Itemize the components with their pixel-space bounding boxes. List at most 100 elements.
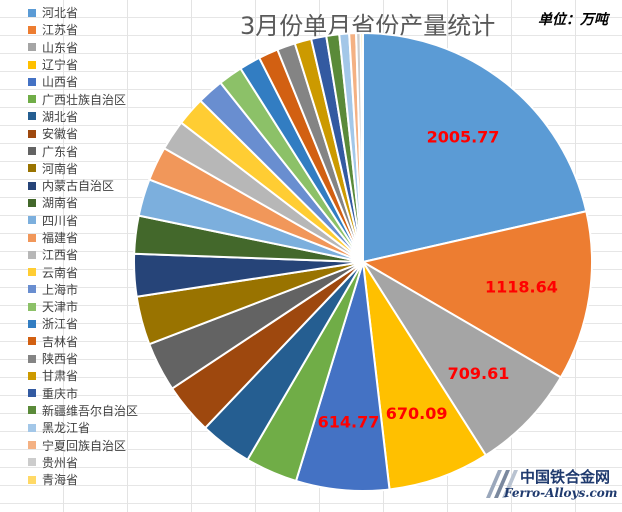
legend-label: 江苏省	[42, 23, 79, 38]
legend-swatch	[28, 475, 36, 484]
legend-item: 新疆维吾尔自治区	[28, 402, 138, 419]
data-label: 1118.64	[485, 277, 558, 296]
legend-swatch	[28, 43, 36, 52]
legend-swatch	[28, 25, 36, 34]
legend-label: 河南省	[42, 161, 79, 176]
data-label: 670.09	[386, 404, 448, 423]
legend-swatch	[28, 147, 36, 156]
legend-swatch	[28, 95, 36, 104]
legend-label: 湖南省	[42, 196, 79, 211]
legend-swatch	[28, 198, 36, 207]
legend-swatch	[28, 8, 36, 17]
legend-label: 山东省	[42, 40, 79, 55]
legend-item: 宁夏回族自治区	[28, 436, 138, 453]
legend-item: 江西省	[28, 246, 138, 263]
pie-slice	[362, 31, 588, 264]
legend-swatch	[28, 354, 36, 363]
legend-item: 吉林省	[28, 333, 138, 350]
data-label: 2005.77	[427, 128, 500, 147]
legend-swatch	[28, 302, 36, 311]
data-label: 614.77	[318, 413, 380, 432]
legend-label: 浙江省	[42, 317, 79, 332]
legend-label: 内蒙古自治区	[42, 179, 115, 194]
legend-label: 天津市	[42, 300, 79, 315]
legend-swatch	[28, 423, 36, 432]
legend-label: 青海省	[42, 473, 79, 488]
legend-label: 甘肃省	[42, 369, 79, 384]
legend-swatch	[28, 337, 36, 346]
legend-item: 湖北省	[28, 108, 138, 125]
pie-slice	[360, 210, 593, 379]
legend-label: 广西壮族自治区	[42, 92, 127, 107]
legend-item: 天津市	[28, 298, 138, 315]
legend-label: 云南省	[42, 265, 79, 280]
legend-swatch	[28, 164, 36, 173]
legend-label: 四川省	[42, 213, 79, 228]
legend-item: 河南省	[28, 160, 138, 177]
legend-item: 陕西省	[28, 350, 138, 367]
legend-item: 黑龙江省	[28, 419, 138, 436]
legend-swatch	[28, 77, 36, 86]
unit-label: 单位：万吨	[538, 12, 608, 28]
legend-label: 安徽省	[42, 127, 79, 142]
watermark-name-en: Ferro-Alloys.com	[504, 486, 618, 500]
watermark: 中国铁合金网 Ferro-Alloys.com	[478, 460, 618, 508]
legend-label: 江西省	[42, 248, 79, 263]
legend-label: 黑龙江省	[42, 421, 91, 436]
legend-label: 宁夏回族自治区	[42, 438, 127, 453]
legend-item: 广东省	[28, 142, 138, 159]
chart-legend: 河北省江苏省山东省辽宁省山西省广西壮族自治区 湖北省安徽省广东省河南省内蒙古自治区…	[28, 4, 138, 488]
legend-item: 重庆市	[28, 385, 138, 402]
legend-item: 山东省	[28, 39, 138, 56]
pie-slice	[362, 261, 563, 457]
legend-label: 重庆市	[42, 386, 79, 401]
legend-label: 福建省	[42, 231, 79, 245]
legend-item: 广西壮族自治区	[28, 90, 138, 107]
legend-item: 贵州省	[28, 454, 138, 471]
legend-label: 湖北省	[42, 109, 79, 124]
legend-label: 广东省	[42, 144, 79, 159]
legend-item: 山西省	[28, 73, 138, 90]
legend-swatch	[28, 250, 36, 259]
legend-item: 上海市	[28, 281, 138, 298]
legend-label: 陕西省	[42, 352, 79, 367]
legend-item: 安徽省	[28, 125, 138, 142]
legend-label: 吉林省	[42, 334, 79, 349]
legend-swatch	[28, 129, 36, 138]
legend-swatch	[28, 285, 36, 294]
legend-item: 青海省	[28, 471, 138, 488]
legend-item: 河北省	[28, 4, 138, 21]
legend-swatch	[28, 458, 36, 467]
ferro-alloys-logo-icon	[486, 470, 518, 498]
legend-swatch	[28, 441, 36, 450]
legend-label: 贵州省	[42, 455, 79, 470]
pie-slice	[362, 261, 488, 491]
legend-item: 云南省	[28, 263, 138, 280]
data-label: 709.61	[448, 364, 510, 383]
legend-item: 内蒙古自治区	[28, 177, 138, 194]
legend-swatch	[28, 268, 36, 277]
legend-swatch	[28, 181, 36, 190]
legend-item: 四川省	[28, 212, 138, 229]
legend-item: 湖南省	[28, 194, 138, 211]
legend-swatch	[28, 389, 36, 398]
legend-label: 山西省	[42, 75, 79, 90]
legend-item: 甘肃省	[28, 367, 138, 384]
legend-label: 河北省	[42, 6, 79, 21]
legend-swatch	[28, 233, 36, 242]
legend-label: 辽宁省	[42, 58, 79, 73]
legend-swatch	[28, 216, 36, 225]
legend-swatch	[28, 60, 36, 69]
legend-item: 江苏省	[28, 21, 138, 38]
pie-slice	[359, 31, 364, 263]
legend-item: 福建省	[28, 229, 138, 246]
legend-swatch	[28, 371, 36, 380]
legend-label: 上海市	[42, 282, 79, 297]
legend-swatch	[28, 319, 36, 328]
legend-swatch	[28, 406, 36, 415]
legend-label: 新疆维吾尔自治区	[42, 403, 139, 418]
watermark-name-cn: 中国铁合金网	[520, 468, 611, 486]
legend-swatch	[28, 112, 36, 121]
legend-item: 辽宁省	[28, 56, 138, 73]
